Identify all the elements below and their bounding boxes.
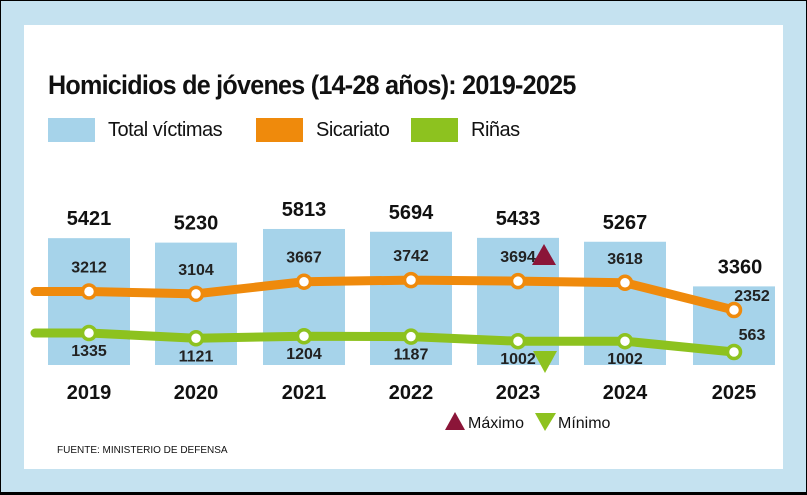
line-sicariato [30,275,739,315]
label-rinas-2023: 1002 [500,351,536,368]
x-tick-2019: 2019 [67,382,112,404]
point-rinas-2023 [509,332,527,350]
label-sicariato-2024: 3618 [607,251,643,268]
label-sicariato-2020: 3104 [178,262,214,279]
x-tick-2020: 2020 [174,382,219,404]
point-rinas-2024 [616,332,634,350]
legend-swatch-rinas [411,118,458,142]
label-total-2024: 5267 [603,212,648,234]
point-rinas-2019 [80,324,98,342]
label-sicariato-2022: 3742 [393,248,429,265]
label-sicariato-2023: 3694 [500,249,536,266]
x-tick-2023: 2023 [496,382,541,404]
chart-title: Homicidios de jóvenes (14-28 años): 2019… [48,70,576,100]
label-rinas-2022: 1187 [394,347,429,364]
maximo-marker-icon [532,244,556,265]
x-tick-2025: 2025 [712,382,757,404]
label-rinas-2025: 563 [739,327,766,344]
point-sicariato-2023 [509,272,527,290]
label-total-2019: 5421 [67,208,112,230]
point-sicariato-2021 [295,273,313,290]
legend-label-sicariato: Sicariato [316,118,390,141]
label-total-2021: 5813 [282,199,327,221]
label-rinas-2021: 1204 [286,346,322,363]
label-total-2025: 3360 [718,256,763,278]
legend-rinas: Riñas [411,118,520,142]
legend-label-rinas: Riñas [471,118,520,141]
source-note: FUENTE: MINISTERIO DE DEFENSA [57,445,228,456]
label-total-2023: 5433 [496,208,541,230]
label-total-2020: 5230 [174,213,219,235]
legend-sicariato: Sicariato [256,118,390,142]
point-rinas-2022 [402,328,420,345]
legend-maximo-icon [445,412,465,430]
legend-total: Total víctimas [48,118,223,142]
point-rinas-2020 [187,330,205,347]
label-sicariato-2021: 3667 [286,250,322,267]
line-rinas [30,328,739,357]
point-sicariato-2022 [402,271,420,289]
point-sicariato-2020 [187,285,205,303]
point-sicariato-2024 [616,274,634,292]
legend-swatch-sicariato [256,118,303,142]
point-rinas-2021 [295,327,313,345]
label-sicariato-2025: 2352 [734,288,770,305]
label-rinas-2020: 1121 [179,348,214,365]
x-tick-2022: 2022 [389,382,434,404]
legend-swatch-total [48,118,95,142]
label-rinas-2019: 1335 [71,343,107,360]
bar-total-2019 [48,238,130,365]
point-sicariato-2019 [80,283,98,300]
label-sicariato-2019: 3212 [71,260,107,277]
legend-minimo-icon [535,413,556,431]
label-total-2022: 5694 [389,202,434,224]
point-sicariato-2025 [725,301,743,319]
legend-label-total: Total víctimas [108,118,223,141]
point-rinas-2025 [725,343,743,361]
x-tick-2021: 2021 [282,382,327,404]
legend-minimo-label: Mínimo [558,415,611,432]
minimo-marker-icon [533,351,557,373]
x-tick-2024: 2024 [603,382,648,404]
legend-maximo-label: Máximo [468,415,524,432]
label-rinas-2024: 1002 [607,351,643,368]
